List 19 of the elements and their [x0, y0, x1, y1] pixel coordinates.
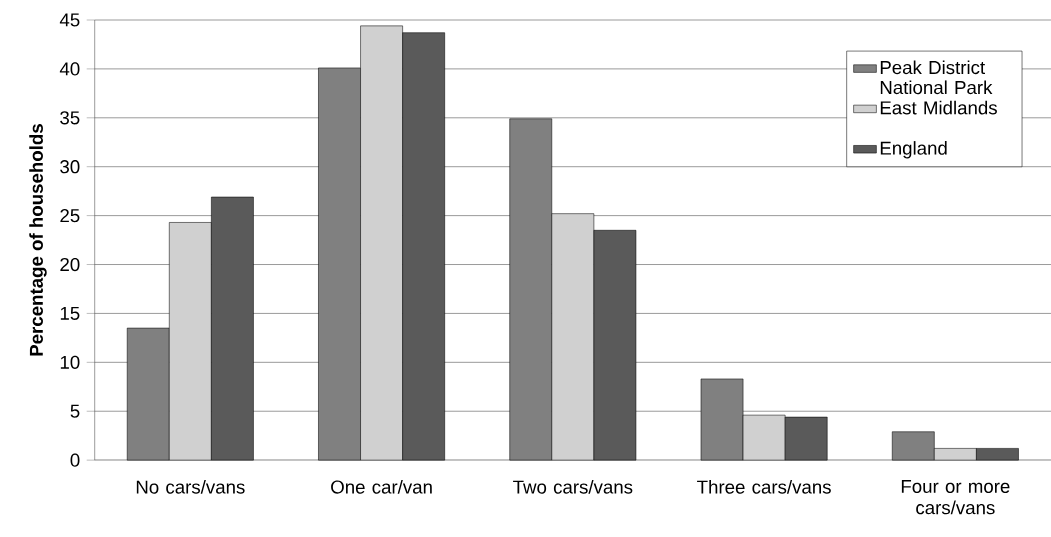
y-tick-label: 30 — [60, 159, 80, 174]
legend-label: England — [880, 140, 947, 159]
y-axis-title: Percentage of households — [29, 123, 47, 356]
legend-label: East Midlands — [880, 100, 997, 115]
y-tick-label: 10 — [60, 355, 80, 369]
y-tick-label: 20 — [60, 257, 80, 271]
y-tick-label: 40 — [59, 62, 80, 76]
y-tick-label: 45 — [59, 13, 80, 27]
y-tick-label: 0 — [70, 453, 80, 467]
y-tick-label: 15 — [60, 306, 80, 320]
x-tick-label: Three cars/vans — [697, 479, 831, 494]
y-tick-label: 5 — [70, 404, 80, 418]
legend-label: Peak District National Park — [880, 60, 993, 94]
x-tick-label: No cars/vans — [136, 479, 245, 494]
y-tick-label: 35 — [60, 110, 80, 125]
x-tick-label: Two cars/vans — [513, 479, 633, 494]
x-tick-label: Four or more cars/vans — [901, 479, 1010, 515]
y-tick-label: 25 — [60, 208, 80, 222]
x-tick-label: One car/van — [331, 479, 432, 494]
